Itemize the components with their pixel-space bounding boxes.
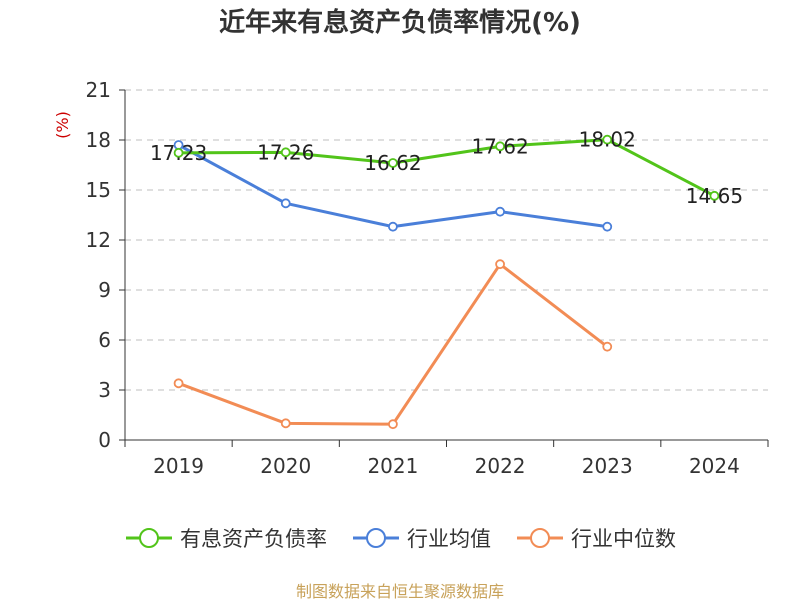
y-tick-label: 18 — [86, 128, 111, 152]
gridlines — [125, 89, 768, 391]
legend-item-1: 有息资产负债率 — [124, 523, 327, 553]
series-line — [178, 262, 609, 426]
data-point — [602, 341, 613, 352]
y-axis-ticks: 0 3 6 9 12 15 18 21 — [86, 78, 125, 452]
legend-swatch — [517, 528, 563, 548]
data-point — [280, 198, 291, 209]
chart-title: 近年来有息资产负债率情况(%) — [219, 8, 581, 38]
x-tick-label: 2019 — [153, 454, 204, 478]
data-labels: 17.23 17.26 16.62 17.62 18.02 14.65 — [150, 128, 743, 208]
data-label: 14.65 — [686, 184, 743, 208]
axes — [124, 90, 768, 441]
data-point — [495, 141, 505, 152]
legend: 有息资产负债率 行业均值 行业中位数 — [0, 518, 800, 558]
y-tick-label: 9 — [98, 278, 111, 302]
series-1 — [173, 134, 720, 201]
legend-label: 行业均值 — [407, 527, 491, 551]
y-tick-label: 21 — [86, 78, 111, 102]
x-tick-label: 2021 — [367, 454, 418, 478]
legend-item-2: 行业均值 — [351, 523, 491, 553]
data-label: 18.02 — [579, 128, 636, 152]
series-lines — [173, 134, 720, 430]
data-point — [280, 418, 291, 429]
y-tick-label: 6 — [98, 328, 111, 352]
data-point — [602, 221, 613, 232]
legend-swatch — [126, 528, 172, 548]
data-label: 17.26 — [257, 140, 314, 164]
data-point — [173, 378, 184, 389]
data-point — [388, 158, 398, 168]
data-point — [388, 419, 398, 430]
y-tick-label: 12 — [86, 228, 111, 252]
y-axis-label: (%) — [53, 111, 72, 139]
data-point — [495, 259, 505, 270]
x-axis-ticks: 2019 2020 2021 2022 2023 2024 — [124, 440, 769, 478]
data-point — [602, 134, 613, 145]
source-footer: 制图数据来自恒生聚源数据库 — [295, 582, 504, 601]
data-point — [388, 221, 398, 232]
series-3 — [173, 259, 613, 430]
data-point — [495, 206, 505, 217]
data-label: 17.62 — [471, 134, 528, 158]
y-tick-label: 3 — [98, 378, 111, 402]
x-tick-label: 2020 — [260, 454, 311, 478]
y-tick-label: 0 — [98, 428, 111, 452]
data-point — [709, 190, 720, 201]
legend-swatch — [353, 528, 399, 548]
legend-item-3: 行业中位数 — [515, 523, 676, 553]
data-label: 17.23 — [150, 141, 207, 165]
x-tick-label: 2023 — [582, 454, 633, 478]
series-line — [178, 138, 716, 198]
data-label: 16.62 — [364, 151, 421, 175]
data-point — [280, 147, 291, 158]
x-tick-label: 2022 — [475, 454, 526, 478]
y-tick-label: 15 — [86, 178, 111, 202]
legend-label: 行业中位数 — [571, 527, 676, 551]
data-point — [173, 147, 184, 158]
x-tick-label: 2024 — [689, 454, 740, 478]
legend-label: 有息资产负债率 — [180, 527, 327, 551]
